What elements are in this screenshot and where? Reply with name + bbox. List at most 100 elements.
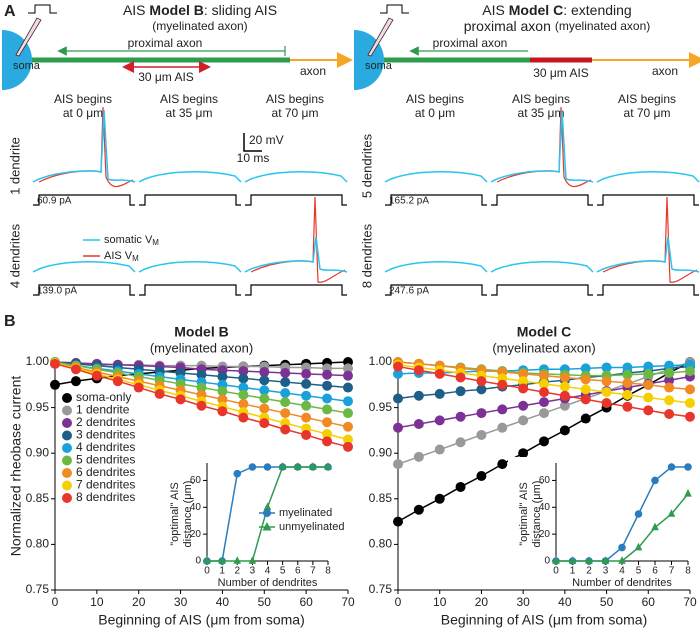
data-point bbox=[664, 375, 675, 386]
x-tick-label: 10 bbox=[433, 595, 447, 609]
somatic-trace bbox=[490, 109, 594, 183]
stimulus-trace bbox=[597, 194, 699, 206]
data-point bbox=[476, 471, 487, 481]
x-tick-label: 50 bbox=[600, 595, 614, 609]
data-point bbox=[643, 392, 654, 403]
legend-marker bbox=[62, 468, 72, 478]
data-point bbox=[539, 370, 549, 381]
legend-label: unmyelinated bbox=[279, 521, 344, 533]
stimulus-trace bbox=[491, 194, 593, 206]
subtitle-part: (myelinated axon) bbox=[152, 19, 247, 33]
x-tick-label: 3 bbox=[250, 566, 256, 577]
data-point bbox=[322, 436, 333, 447]
data-point bbox=[263, 463, 272, 471]
data-point bbox=[664, 360, 675, 371]
electrode bbox=[367, 17, 394, 57]
data-point bbox=[112, 376, 123, 387]
somatic-trace bbox=[596, 171, 700, 183]
data-point bbox=[343, 363, 353, 374]
x-tick-label: 1 bbox=[219, 566, 225, 577]
data-point bbox=[301, 368, 312, 379]
y-tick-label: 20 bbox=[539, 529, 551, 540]
data-point bbox=[238, 382, 249, 393]
current-label: 247.6 pA bbox=[389, 286, 429, 297]
current-label: 165.2 pA bbox=[389, 196, 429, 207]
x-tick-label: 2 bbox=[586, 566, 592, 577]
legend-label: 2 dendrites bbox=[76, 415, 135, 429]
data-point bbox=[393, 516, 403, 527]
data-point bbox=[322, 393, 333, 404]
data-point bbox=[643, 405, 654, 416]
data-point bbox=[293, 462, 302, 470]
x-tick-label: 4 bbox=[619, 566, 625, 577]
y-axis-label: Normalized rheobase current bbox=[8, 376, 24, 557]
x-tick-label: 30 bbox=[516, 595, 530, 609]
legend-marker bbox=[62, 405, 72, 416]
data-point bbox=[259, 375, 270, 386]
data-point bbox=[301, 429, 312, 440]
model-subtitle: proximal axon (myelinated axon) bbox=[464, 18, 651, 34]
y-tick-label: 0.75 bbox=[369, 582, 393, 596]
data-point bbox=[622, 369, 633, 380]
column-header: at 35 μm bbox=[166, 106, 213, 120]
data-point bbox=[133, 382, 144, 393]
data-point bbox=[476, 384, 487, 395]
title-part: Model C bbox=[509, 2, 563, 18]
data-point bbox=[413, 451, 424, 462]
data-point bbox=[643, 368, 654, 379]
data-point bbox=[280, 388, 291, 399]
stimulus-trace bbox=[597, 284, 699, 296]
data-point bbox=[667, 463, 676, 471]
x-tick-label: 20 bbox=[475, 595, 489, 609]
data-point bbox=[568, 556, 577, 564]
chart-subtitle: (myelinated axon) bbox=[150, 340, 253, 355]
x-tick-label: 70 bbox=[683, 595, 697, 609]
data-point bbox=[434, 388, 445, 399]
data-point bbox=[217, 371, 228, 382]
data-point bbox=[393, 422, 403, 433]
legend-label: 3 dendrites bbox=[76, 428, 135, 442]
y-tick-label: 60 bbox=[539, 475, 551, 486]
data-point bbox=[476, 376, 487, 387]
data-point bbox=[238, 366, 249, 377]
y-tick-label: 0 bbox=[195, 556, 201, 567]
model-title: AIS Model C: extending bbox=[482, 2, 631, 18]
x-tick-label: 4 bbox=[265, 566, 271, 577]
data-point bbox=[322, 417, 333, 428]
data-point bbox=[50, 379, 60, 390]
data-point bbox=[343, 382, 353, 393]
legend-marker bbox=[62, 493, 72, 503]
legend-marker bbox=[263, 509, 271, 517]
data-point bbox=[667, 509, 676, 517]
data-point bbox=[413, 419, 424, 430]
legend-label: soma-only bbox=[76, 390, 131, 404]
data-point bbox=[393, 393, 403, 404]
x-tick-label: 0 bbox=[553, 566, 559, 577]
column-header: at 35 μm bbox=[518, 106, 565, 120]
data-point bbox=[518, 400, 529, 411]
stimulus-trace bbox=[33, 194, 135, 206]
data-point bbox=[643, 361, 654, 372]
data-point bbox=[322, 404, 333, 415]
y-tick-label: 0.85 bbox=[369, 491, 393, 505]
data-point bbox=[518, 368, 529, 379]
ais-trace bbox=[250, 196, 346, 283]
x-axis-label: Beginning of AIS (μm from soma) bbox=[98, 612, 304, 628]
y-tick-label: 1.00 bbox=[369, 354, 393, 368]
data-point bbox=[233, 469, 242, 478]
x-tick-label: 30 bbox=[174, 595, 188, 609]
title-part: : extending bbox=[563, 2, 632, 18]
data-point bbox=[497, 379, 508, 390]
stimulus-trace bbox=[33, 284, 135, 296]
data-point bbox=[455, 372, 466, 383]
legend-text-main: somatic V bbox=[104, 234, 153, 246]
data-point bbox=[684, 463, 692, 471]
data-point bbox=[643, 379, 654, 390]
x-tick-label: 50 bbox=[258, 595, 272, 609]
legend-label: 4 dendrites bbox=[76, 440, 135, 454]
stimulus-trace bbox=[245, 284, 347, 296]
x-tick-label: 20 bbox=[132, 595, 146, 609]
data-point bbox=[70, 376, 81, 387]
inset-background bbox=[159, 457, 338, 589]
